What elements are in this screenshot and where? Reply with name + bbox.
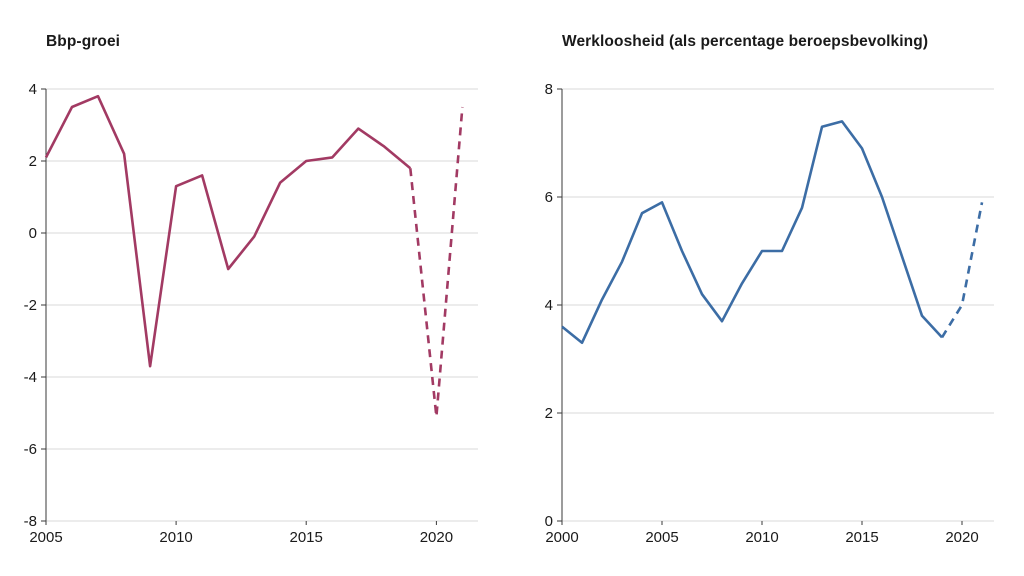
chart-bbp-groei: Bbp-groei 4 2 0 -2 -4 -6 -8 2005 2010 2015 2020 (12, 20, 504, 551)
y-tick-label: -2 (24, 297, 37, 314)
x-tick-label: 2010 (159, 529, 192, 546)
y-tick-label: 0 (29, 225, 37, 242)
series-line-forecast-dashed (409, 106, 464, 418)
y-tick-label: 4 (29, 81, 37, 98)
series-line-solid (561, 120, 943, 345)
y-tick-label: 2 (545, 405, 553, 422)
series-line-forecast-dashed (940, 202, 984, 339)
y-tick-label: 6 (545, 189, 553, 206)
x-tick-label: 2005 (645, 529, 678, 546)
y-axis: 4 2 0 -2 -4 -6 -8 (24, 81, 47, 530)
x-tick-label: 2000 (545, 529, 578, 546)
y-tick-label: 4 (545, 297, 553, 314)
y-tick-label: 0 (545, 513, 553, 530)
x-tick-label: 2010 (745, 529, 778, 546)
x-tick-label: 2015 (290, 529, 323, 546)
x-axis: 2000 2005 2010 2015 2020 (545, 521, 979, 546)
chart-title-bbp-groei: Bbp-groei (46, 33, 121, 50)
x-tick-label: 2020 (420, 529, 453, 546)
y-tick-label: -8 (24, 513, 37, 530)
x-tick-label: 2005 (29, 529, 62, 546)
y-axis: 8 6 4 2 0 (545, 81, 563, 530)
y-tick-label: 2 (29, 153, 37, 170)
series-line-solid (44, 94, 412, 368)
chart-werkloosheid: Werkloosheid (als percentage beroepsbevo… (528, 20, 1020, 551)
y-tick-label: -6 (24, 441, 37, 458)
x-axis: 2005 2010 2015 2020 (29, 521, 453, 546)
x-tick-label: 2020 (945, 529, 978, 546)
x-tick-label: 2015 (845, 529, 878, 546)
chart-title-werkloosheid: Werkloosheid (als percentage beroepsbevo… (562, 33, 929, 50)
y-tick-label: -4 (24, 369, 37, 386)
gridlines (562, 88, 994, 522)
y-tick-label: 8 (545, 81, 553, 98)
gridlines (46, 88, 478, 522)
